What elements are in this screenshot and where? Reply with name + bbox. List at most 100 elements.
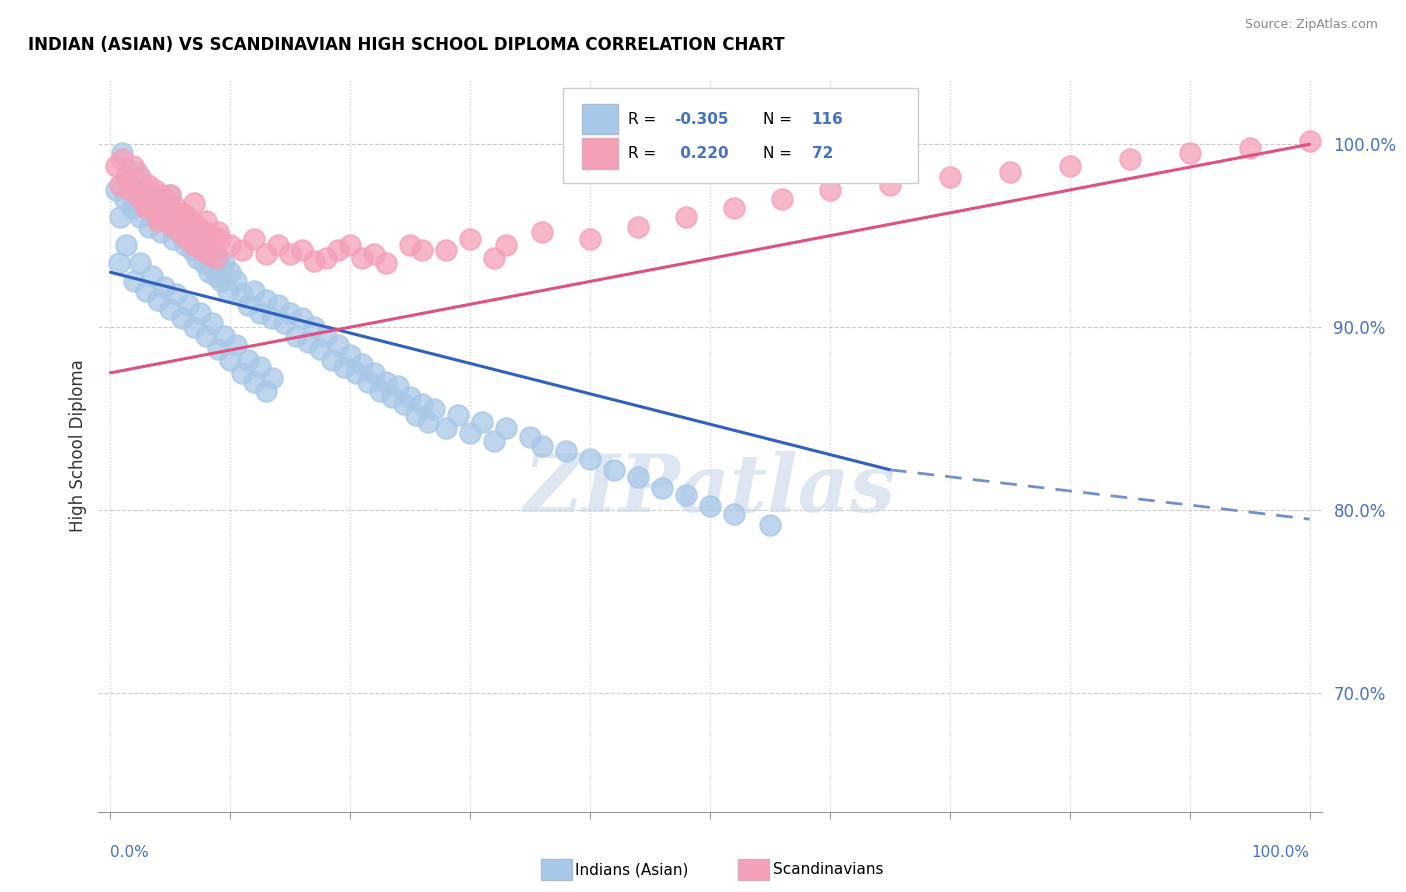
Point [603, 463, 626, 477]
Point [121, 201, 143, 215]
Point [291, 244, 314, 258]
Point [328, 244, 350, 258]
Bar [582, 103, 619, 135]
Point [169, 225, 191, 239]
Point [129, 170, 152, 185]
Text: 116: 116 [811, 112, 844, 127]
Point [998, 164, 1021, 178]
Point [231, 244, 253, 258]
Point [321, 353, 343, 368]
Point [129, 211, 152, 225]
Point [723, 201, 745, 215]
Point [651, 481, 673, 495]
Point [363, 366, 385, 380]
Text: Source: ZipAtlas.com: Source: ZipAtlas.com [1244, 18, 1378, 31]
Point [117, 174, 139, 188]
Point [157, 195, 180, 210]
Point [177, 298, 200, 312]
Point [143, 183, 166, 197]
Point [201, 244, 224, 258]
Point [181, 244, 204, 258]
Point [219, 265, 242, 279]
Point [114, 192, 136, 206]
Point [411, 244, 433, 258]
Point [176, 232, 198, 246]
Point [141, 188, 163, 202]
Text: R =: R = [628, 112, 661, 127]
Point [169, 219, 191, 234]
Point [183, 232, 205, 246]
Y-axis label: High School Diploma: High School Diploma [69, 359, 87, 533]
Point [1059, 159, 1081, 173]
Point [627, 470, 650, 484]
Point [156, 214, 179, 228]
Point [205, 268, 228, 283]
Point [939, 170, 962, 185]
Point [243, 375, 266, 389]
Point [183, 238, 205, 252]
Point [387, 378, 409, 392]
Point [190, 244, 212, 258]
Point [141, 201, 163, 215]
Point [243, 232, 266, 246]
Point [183, 320, 205, 334]
Point [315, 329, 337, 343]
Point [225, 338, 247, 352]
Point [770, 192, 793, 206]
Point [165, 201, 187, 215]
Point [188, 305, 211, 319]
Text: Indians (Asian): Indians (Asian) [575, 863, 689, 877]
Point [262, 310, 284, 325]
Point [434, 420, 457, 434]
Point [187, 219, 209, 234]
Point [315, 251, 337, 265]
Point [201, 228, 224, 243]
Point [1239, 141, 1261, 155]
Point [135, 284, 157, 298]
Point [482, 251, 505, 265]
Point [159, 188, 181, 202]
Point [267, 238, 290, 252]
Text: -0.305: -0.305 [675, 112, 730, 127]
Point [254, 293, 277, 307]
Point [122, 159, 145, 173]
Point [357, 375, 380, 389]
Point [105, 183, 128, 197]
Point [278, 305, 301, 319]
Text: 0.0%: 0.0% [111, 845, 149, 860]
Point [207, 342, 229, 356]
Point [162, 219, 184, 234]
Point [818, 183, 841, 197]
Point [173, 207, 195, 221]
Point [159, 301, 181, 316]
Point [138, 219, 160, 234]
Text: INDIAN (ASIAN) VS SCANDINAVIAN HIGH SCHOOL DIPLOMA CORRELATION CHART: INDIAN (ASIAN) VS SCANDINAVIAN HIGH SCHO… [28, 36, 785, 54]
Point [405, 408, 427, 422]
Point [219, 238, 242, 252]
Point [124, 192, 146, 206]
Point [135, 201, 157, 215]
Point [209, 274, 232, 288]
Point [273, 317, 295, 331]
Point [207, 251, 229, 265]
Point [352, 251, 374, 265]
Point [148, 293, 170, 307]
Point [458, 232, 481, 246]
Point [368, 384, 391, 399]
Point [118, 183, 141, 197]
Point [579, 232, 602, 246]
Text: 0.220: 0.220 [675, 146, 728, 161]
Point [208, 232, 231, 246]
Point [231, 366, 253, 380]
Point [375, 375, 398, 389]
Point [423, 402, 446, 417]
Point [145, 211, 167, 225]
Point [627, 219, 650, 234]
Point [132, 183, 155, 197]
Point [243, 284, 266, 298]
Point [115, 170, 138, 185]
Point [344, 366, 367, 380]
Point [180, 214, 202, 228]
Text: ZIPatlas: ZIPatlas [524, 451, 896, 529]
Point [129, 256, 152, 270]
